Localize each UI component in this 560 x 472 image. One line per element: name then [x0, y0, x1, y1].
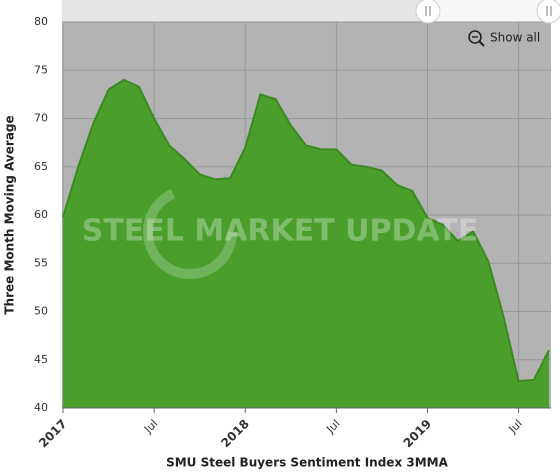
- y-tick-label: 75: [34, 63, 48, 76]
- zoom-icon: [478, 40, 485, 47]
- watermark: STEEL MARKET UPDATE: [82, 214, 479, 249]
- y-tick-label: 80: [34, 15, 48, 28]
- x-tick-label: 2017: [36, 417, 70, 451]
- y-tick-label: 40: [34, 401, 48, 414]
- y-tick-label: 50: [34, 305, 48, 318]
- y-tick-label: 60: [34, 208, 48, 221]
- area: [63, 79, 549, 409]
- line: [62, 78, 550, 383]
- show-all-button[interactable]: Show all: [468, 30, 540, 47]
- y-tick-label: 70: [34, 112, 48, 125]
- x-tick-label: Jul: [323, 417, 342, 436]
- y-tick-label: 65: [34, 160, 48, 173]
- navigator-window[interactable]: [428, 0, 549, 22]
- x-tick-label: 2018: [218, 417, 252, 451]
- show-all-label[interactable]: Show all: [490, 31, 540, 45]
- navigator-handle[interactable]: [536, 0, 560, 24]
- chart-title: SMU Steel Buyers Sentiment Index 3MMA: [166, 456, 449, 470]
- x-tick-label: 2019: [401, 417, 435, 451]
- navigator-handle[interactable]: [415, 0, 441, 24]
- y-tick-label: 45: [34, 353, 48, 366]
- y-tick-label: 55: [34, 256, 48, 269]
- zoom-icon: [468, 30, 482, 44]
- x-tick-label: Jul: [141, 417, 160, 436]
- watermark-logo: [143, 185, 237, 279]
- y-axis-label: Three Month Moving Average: [3, 115, 17, 314]
- x-tick-label: Jul: [506, 417, 525, 436]
